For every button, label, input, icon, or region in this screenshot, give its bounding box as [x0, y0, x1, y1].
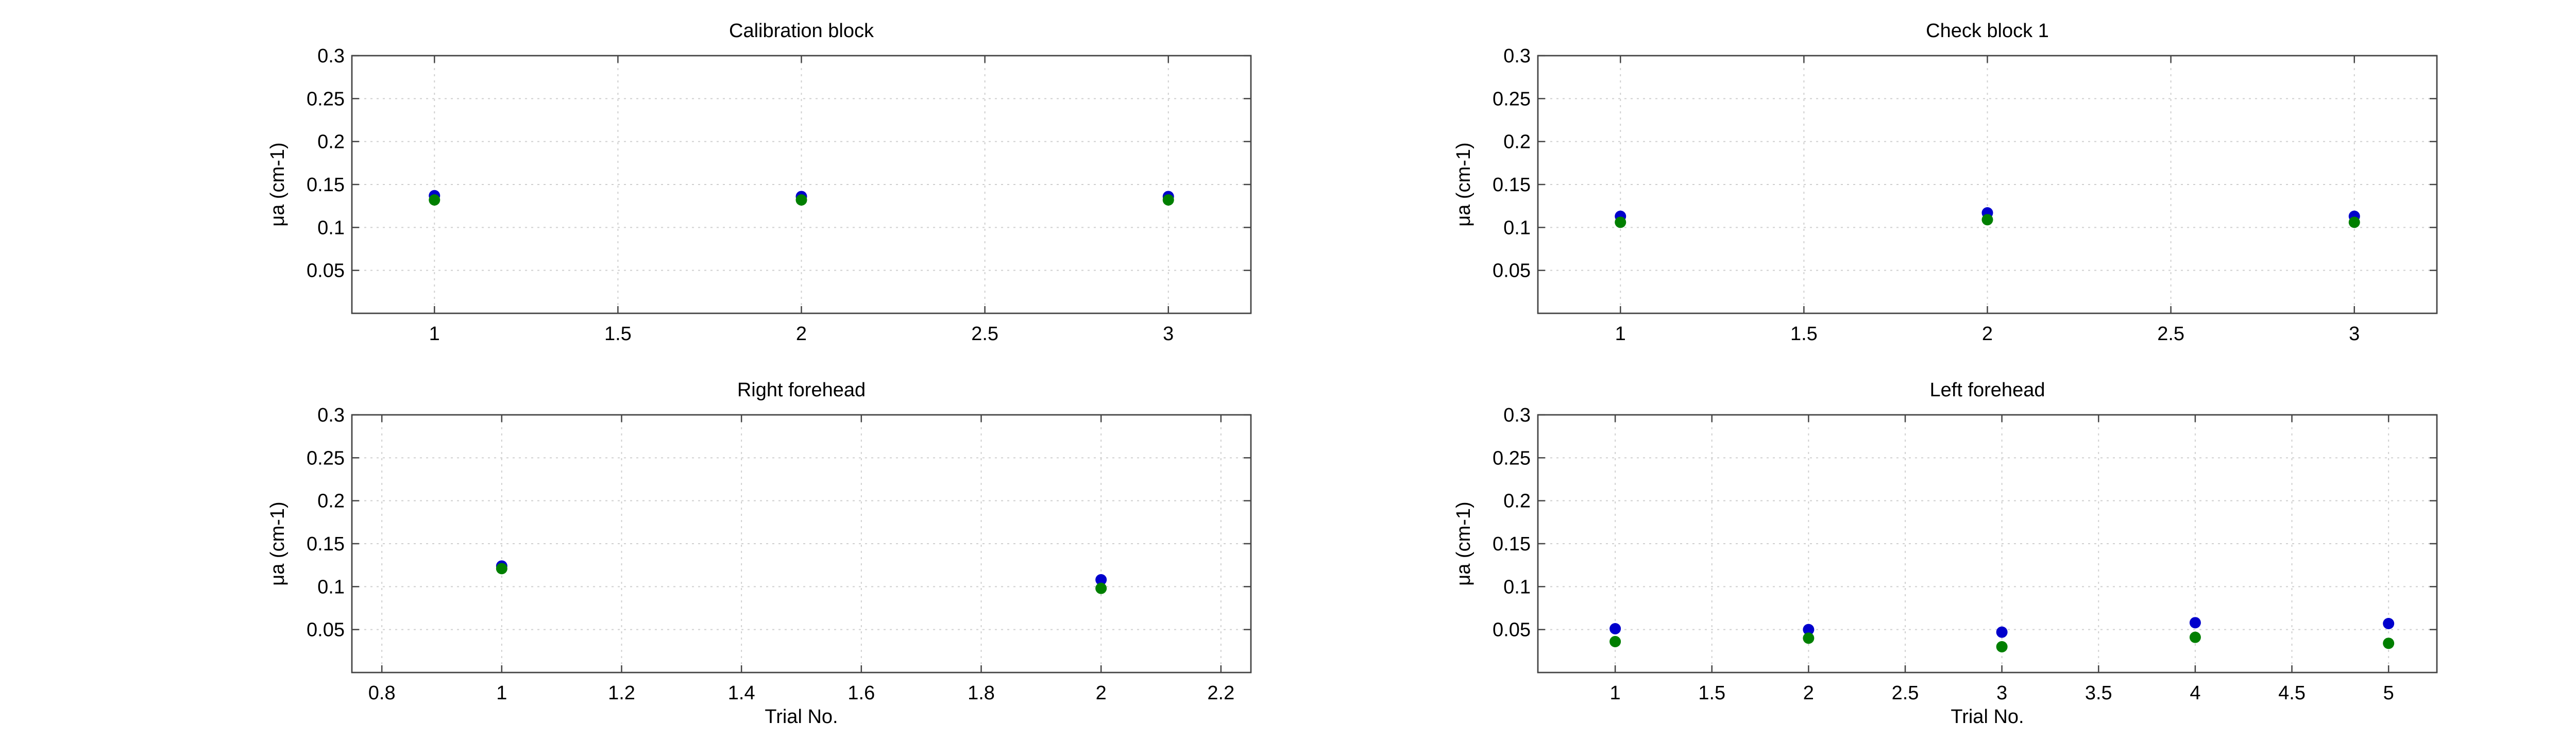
data-point-series-2	[1803, 632, 1815, 644]
y-axis-label: μa (cm-1)	[267, 501, 289, 585]
data-point-series-2	[1095, 582, 1107, 594]
data-point-series-2	[1981, 214, 1993, 226]
x-tick-label: 1	[429, 323, 440, 345]
y-tick-label: 0.3	[1503, 45, 1531, 67]
data-point-series-2	[2189, 631, 2201, 643]
subplot-1: 1 1.5 2 2.5 3 0.05 0.1 0.15 0.2 0.25 0.3 Calibratio…	[267, 20, 1252, 345]
chart-title: Check block 1	[1926, 20, 2049, 42]
data-point-series-1	[1095, 574, 1107, 585]
y-tick-label: 0.25	[1493, 447, 1531, 469]
data-point-series-2	[429, 194, 440, 206]
subplot-3: 0.8 1 1.2 1.4 1.6 1.8 2 2.2 0.05 0.1 0.15 0.2 0.25 0.…	[267, 379, 1252, 728]
x-tick-label: 2	[796, 323, 807, 345]
x-tick-label: 2.5	[1892, 682, 1919, 704]
subplot-4: 1 1.5 2 2.5 3 3.5 4 4.5 5 0.05 0.1 0.15 0.2 0.25 0.3 Le…	[1453, 379, 2438, 728]
y-tick-label: 0.3	[317, 45, 345, 67]
x-tick-label: 3	[2349, 323, 2360, 345]
data-point-series-1	[1803, 624, 1815, 635]
y-tick-label: 0.2	[317, 131, 345, 153]
y-tick-label: 0.3	[1503, 405, 1531, 426]
x-tick-label: 1.6	[848, 682, 875, 704]
plot-border	[1537, 55, 2438, 314]
y-tick-label: 0.2	[1503, 131, 1531, 153]
data-point-series-2	[1609, 636, 1621, 647]
x-tick-label: 1.4	[728, 682, 755, 704]
x-tick-label: 1	[496, 682, 507, 704]
y-axis-label: μa (cm-1)	[267, 142, 289, 226]
y-tick-label: 0.1	[317, 217, 345, 239]
plot-border	[1537, 414, 2438, 674]
y-axis-label: μa (cm-1)	[1453, 501, 1475, 585]
y-tick-label: 0.25	[1493, 88, 1531, 110]
data-point-series-2	[795, 194, 807, 206]
subplot-2: 1 1.5 2 2.5 3 0.05 0.1 0.15 0.2 0.25 0.3 Check bloc…	[1453, 20, 2438, 345]
y-tick-label: 0.05	[307, 619, 345, 641]
x-tick-label: 1.5	[604, 323, 632, 345]
y-tick-label: 0.2	[317, 491, 345, 512]
y-tick-label: 0.15	[1493, 174, 1531, 196]
y-tick-label: 0.05	[1493, 619, 1531, 641]
x-axis-label: Trial No.	[765, 706, 838, 728]
x-tick-label: 3.5	[2085, 682, 2112, 704]
x-tick-label: 4.5	[2278, 682, 2306, 704]
data-point-series-2	[1615, 216, 1626, 228]
data-point-series-2	[1996, 641, 2008, 652]
data-point-series-1	[2383, 618, 2395, 629]
x-tick-label: 0.8	[368, 682, 396, 704]
y-tick-label: 0.1	[1503, 217, 1531, 239]
plot-area	[351, 414, 1252, 674]
x-tick-label: 5	[2383, 682, 2394, 704]
x-tick-label: 2.5	[2157, 323, 2184, 345]
y-tick-label: 0.05	[1493, 260, 1531, 282]
data-point-series-1	[2189, 617, 2201, 629]
x-tick-label: 2.2	[1207, 682, 1234, 704]
x-tick-label: 1	[1610, 682, 1621, 704]
data-point-series-1	[1609, 623, 1621, 634]
data-point-series-1	[1996, 626, 2008, 638]
plot-area	[1537, 414, 2438, 674]
chart-title: Calibration block	[729, 20, 874, 42]
data-point-series-2	[2383, 637, 2395, 649]
y-tick-label: 0.15	[307, 174, 345, 196]
y-tick-label: 0.3	[317, 405, 345, 426]
chart-title: Left forehead	[1930, 379, 2045, 401]
x-tick-label: 3	[1996, 682, 2007, 704]
y-tick-label: 0.1	[1503, 576, 1531, 598]
data-point-series-2	[1162, 194, 1174, 206]
x-tick-label: 2	[1982, 323, 1993, 345]
x-axis-label: Trial No.	[1951, 706, 2024, 728]
data-point-series-2	[496, 563, 507, 575]
y-tick-label: 0.25	[307, 88, 345, 110]
plot-border	[351, 55, 1252, 314]
x-tick-label: 1.8	[968, 682, 995, 704]
x-tick-label: 1.2	[608, 682, 635, 704]
y-tick-label: 0.2	[1503, 491, 1531, 512]
x-tick-label: 3	[1163, 323, 1174, 345]
y-tick-label: 0.25	[307, 447, 345, 469]
plot-border	[351, 414, 1252, 674]
y-tick-label: 0.15	[1493, 533, 1531, 555]
y-axis-label: μa (cm-1)	[1453, 142, 1475, 226]
x-tick-label: 1.5	[1698, 682, 1725, 704]
chart-title: Right forehead	[737, 379, 866, 401]
x-tick-label: 1.5	[1790, 323, 1818, 345]
x-tick-label: 4	[2190, 682, 2200, 704]
x-tick-label: 2.5	[971, 323, 998, 345]
y-tick-label: 0.15	[307, 533, 345, 555]
x-tick-label: 1	[1615, 323, 1626, 345]
x-tick-label: 2	[1096, 682, 1107, 704]
x-tick-label: 2	[1803, 682, 1814, 704]
data-point-series-2	[2348, 216, 2360, 228]
y-tick-label: 0.05	[307, 260, 345, 282]
y-tick-label: 0.1	[317, 576, 345, 598]
